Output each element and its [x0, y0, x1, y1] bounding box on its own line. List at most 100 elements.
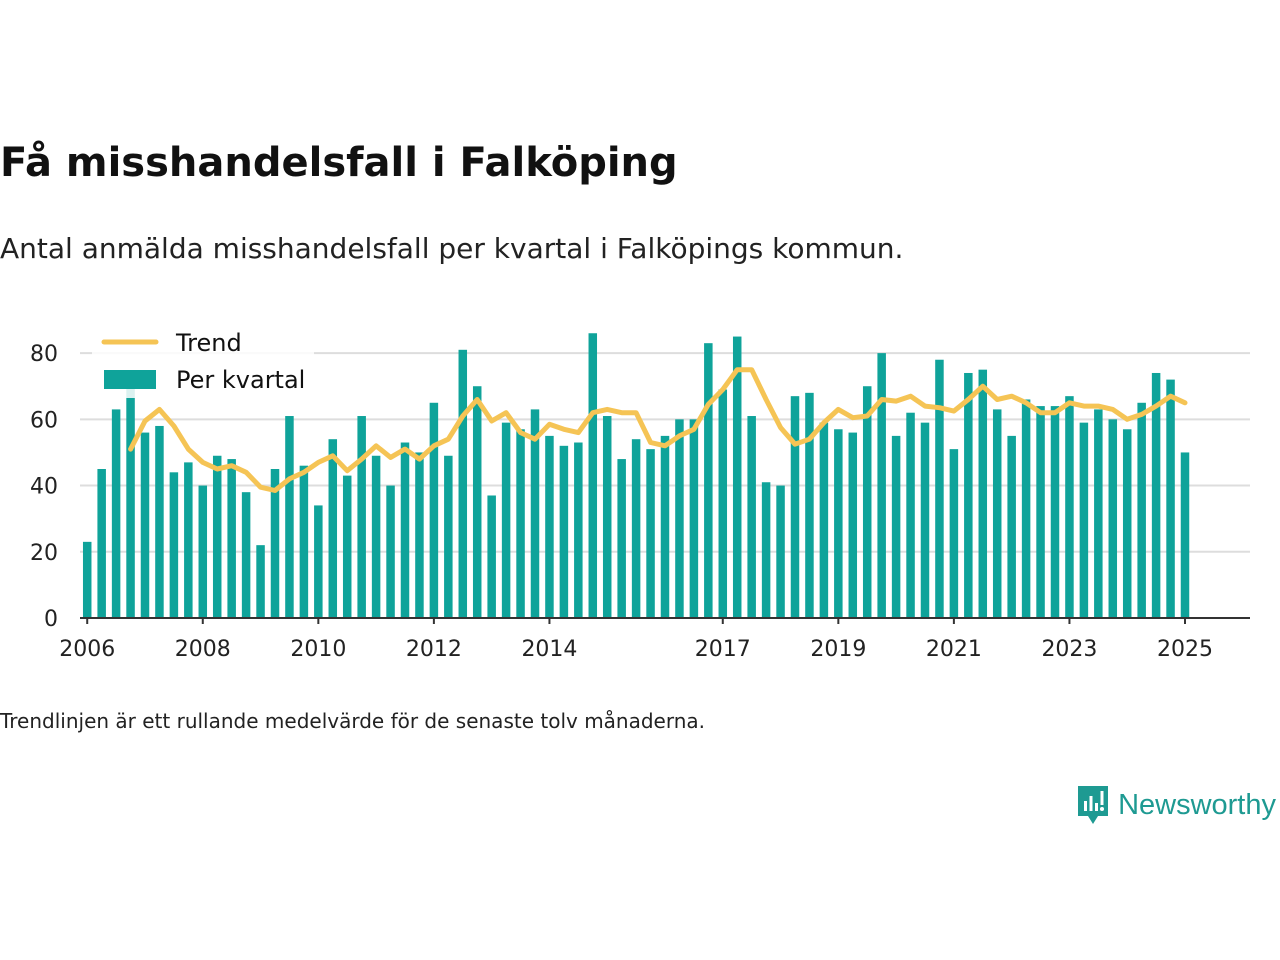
x-axis: 2006 2008 2010 2012 2014 2017 2019 2021 2023 2025 [59, 618, 1213, 662]
x-tick-label: 2012 [406, 637, 462, 662]
bar [530, 409, 540, 618]
trend-line [128, 367, 1188, 493]
bar [140, 432, 150, 618]
bar [184, 462, 193, 618]
bar [1108, 419, 1118, 618]
bar [574, 442, 583, 618]
bar [891, 435, 901, 618]
bar [516, 429, 525, 618]
bar [1079, 422, 1089, 618]
x-tick-label: 2014 [521, 637, 577, 662]
bar [545, 435, 554, 618]
x-tick-label: 2025 [1157, 637, 1213, 662]
bar [862, 386, 872, 618]
bar [126, 372, 135, 618]
bar [415, 452, 424, 618]
bar [357, 416, 366, 618]
bar [299, 465, 309, 618]
legend-label-per-kvartal: Per kvartal [176, 366, 305, 394]
bar [1137, 402, 1146, 618]
bar [935, 359, 944, 618]
bar [241, 492, 251, 618]
bar [646, 449, 655, 618]
bar [1065, 396, 1074, 618]
bar [761, 482, 771, 618]
bar [82, 541, 92, 618]
x-tick-label: 2006 [59, 637, 115, 662]
bar [155, 425, 164, 618]
bar [689, 419, 699, 618]
legend: Trend Per kvartal [92, 326, 314, 398]
bar [371, 455, 381, 618]
bar [1036, 406, 1045, 618]
legend-label-trend: Trend [175, 329, 242, 357]
chart-subtitle: Antal anmälda misshandelsfall per kvarta… [0, 232, 904, 265]
bar [458, 349, 468, 618]
bar [1122, 429, 1132, 618]
bar [790, 396, 800, 618]
bar [1180, 452, 1190, 618]
bar [819, 422, 829, 618]
bar [212, 455, 222, 618]
bar [328, 439, 338, 618]
brand-name: Newsworthy [1118, 788, 1276, 821]
bar [97, 469, 106, 618]
y-tick-label: 20 [30, 541, 58, 566]
newsworthy-logo-icon [1078, 786, 1109, 824]
bar [718, 389, 728, 618]
bar [429, 402, 439, 618]
bar [501, 422, 511, 618]
bar [111, 409, 121, 618]
bar [256, 545, 265, 618]
bar [978, 369, 988, 618]
bar [877, 353, 886, 618]
bar [588, 333, 598, 618]
y-tick-label: 60 [30, 408, 58, 433]
bar [386, 485, 395, 618]
bar [660, 435, 670, 618]
bar [227, 459, 236, 618]
y-tick-label: 80 [30, 342, 58, 367]
bar [314, 505, 323, 618]
bar [949, 449, 959, 618]
bar [1007, 435, 1016, 618]
bar [1050, 406, 1060, 618]
legend-swatch-per-kvartal [104, 370, 156, 389]
y-axis: 0 20 40 60 80 [30, 342, 58, 632]
bar [342, 475, 352, 618]
bar [1094, 409, 1103, 618]
bar [270, 469, 280, 618]
bars [82, 333, 1190, 618]
bar [198, 485, 208, 618]
bar [617, 459, 626, 618]
x-tick-label: 2008 [175, 637, 231, 662]
x-tick-label: 2021 [926, 637, 982, 662]
bar [559, 445, 569, 618]
bar [675, 419, 684, 618]
bar [920, 422, 930, 618]
bar [704, 343, 713, 618]
bar [992, 409, 1002, 618]
bar [805, 392, 814, 618]
bar [487, 495, 496, 618]
bar [444, 455, 453, 618]
bar [602, 416, 612, 618]
y-tick-label: 40 [30, 475, 58, 500]
bar [169, 472, 179, 618]
bar [285, 416, 294, 618]
bar [834, 429, 843, 618]
bar [472, 386, 482, 618]
bar [747, 416, 756, 618]
y-tick-label: 0 [44, 607, 58, 632]
bar [1166, 379, 1175, 618]
chart-title: Få misshandelsfall i Falköping [0, 140, 678, 186]
bar [964, 372, 973, 618]
x-tick-label: 2019 [810, 637, 866, 662]
bar [848, 432, 858, 618]
bar [776, 485, 785, 618]
bar [906, 412, 915, 618]
bar [1021, 399, 1031, 618]
footnote: Trendlinjen är ett rullande medelvärde f… [0, 709, 706, 733]
brand[interactable]: Newsworthy [1076, 784, 1276, 826]
